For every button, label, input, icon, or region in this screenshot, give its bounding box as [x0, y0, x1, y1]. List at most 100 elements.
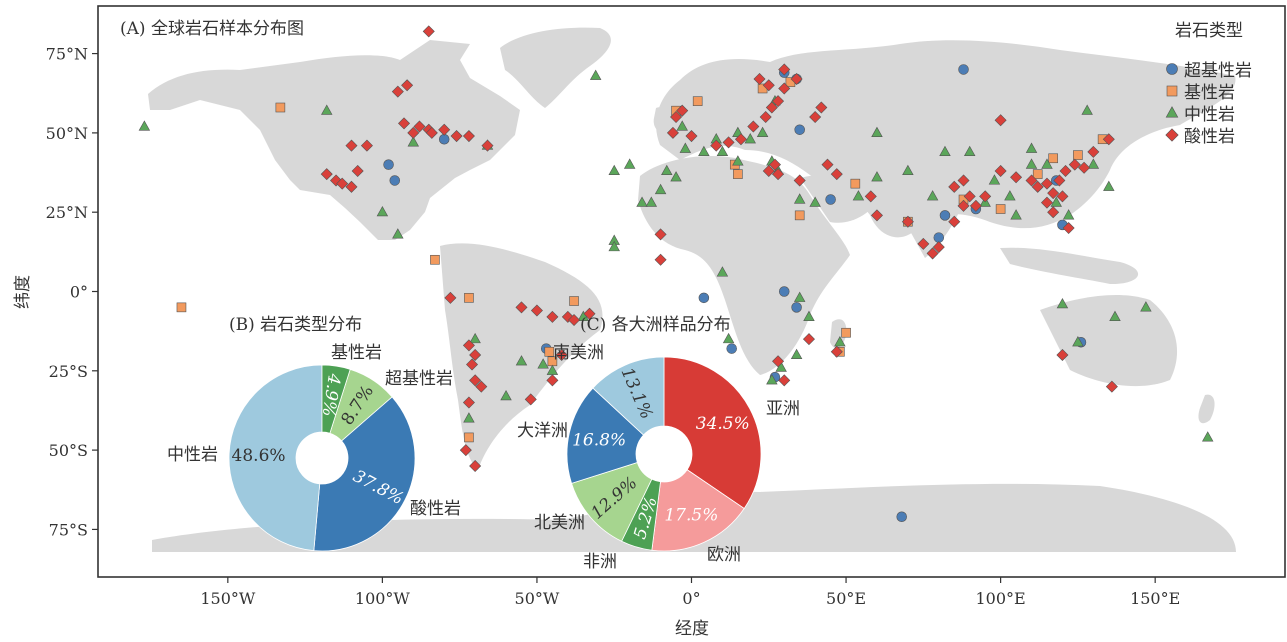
sample-point-diamond	[401, 79, 414, 92]
sample-point-diamond	[568, 314, 581, 327]
sample-point-diamond	[654, 253, 667, 266]
pie-category-label: 基性岩	[331, 343, 382, 363]
sample-point-diamond	[734, 133, 747, 146]
pie-category-label: 中性岩	[167, 445, 218, 465]
pie-percent-label: 34.5%	[696, 414, 750, 434]
sample-point-diamond	[979, 190, 992, 203]
sample-point-diamond	[481, 139, 494, 152]
sample-point-diamond	[809, 111, 822, 124]
sample-point-diamond	[870, 209, 883, 222]
sample-point-square	[1048, 153, 1058, 164]
sample-point-diamond	[345, 180, 358, 193]
sample-point-circle	[896, 511, 907, 522]
sample-point-diamond	[722, 136, 735, 149]
legend-marker-square	[1166, 85, 1178, 97]
sample-point-diamond	[948, 180, 961, 193]
sample-point-diamond	[462, 396, 475, 409]
map-title: (A) 全球岩石样本分布图	[120, 19, 304, 39]
sample-point-triangle	[500, 389, 512, 401]
sample-point-diamond	[772, 355, 785, 368]
pie-c-title: (C) 各大洲样品分布	[580, 315, 731, 335]
sample-point-square	[569, 296, 579, 306]
pie-category-label: 欧洲	[707, 545, 741, 565]
sample-point-diamond	[561, 310, 574, 323]
sample-point-triangle	[1081, 104, 1093, 115]
sample-point-triangle	[1004, 190, 1016, 201]
sample-point-square	[430, 254, 440, 265]
sample-point-diamond	[450, 130, 463, 143]
legend-marker-triangle	[1165, 106, 1179, 118]
sample-point-diamond	[1010, 171, 1023, 184]
landmass-indonesia	[1000, 247, 1139, 285]
sample-point-diamond	[422, 25, 435, 38]
sample-point-triangle	[926, 190, 939, 201]
sample-point-diamond	[778, 374, 791, 387]
sample-point-triangle	[716, 266, 729, 277]
y-tick-label: 0°	[70, 283, 88, 302]
sample-point-triangle	[469, 332, 481, 344]
sample-point-triangle	[654, 183, 667, 195]
sample-point-triangle	[790, 348, 803, 360]
sample-point-triangle	[407, 136, 420, 147]
sample-point-triangle	[1201, 431, 1214, 442]
sample-point-diamond	[1056, 348, 1069, 361]
landmass-north-america	[148, 40, 520, 240]
x-tick-label: 150°E	[1130, 589, 1180, 608]
sample-point-diamond	[948, 215, 961, 228]
sample-point-diamond	[994, 114, 1007, 127]
sample-point-triangle	[1087, 158, 1100, 169]
sample-point-diamond	[901, 215, 914, 228]
sample-point-triangle	[766, 374, 778, 385]
legend-title: 岩石类型	[1175, 21, 1243, 41]
sample-point-diamond	[407, 126, 420, 139]
sample-point-circle	[383, 159, 394, 170]
sample-point-triangle	[902, 164, 914, 176]
pie-category-label: 超基性岩	[385, 369, 453, 389]
x-tick-label: 100°E	[976, 589, 1026, 608]
sample-point-triangle	[1041, 158, 1053, 169]
legend-label: 酸性岩	[1184, 127, 1235, 147]
sample-point-diamond	[802, 333, 815, 346]
sample-point-diamond	[555, 348, 568, 361]
sample-point-triangle	[1010, 209, 1022, 220]
sample-point-diamond	[917, 237, 930, 250]
sample-point-diamond	[747, 120, 760, 133]
sample-point-diamond	[546, 310, 559, 323]
sample-point-triangle	[1062, 209, 1075, 220]
landmass-eurasia	[656, 40, 1236, 238]
sample-point-diamond	[466, 358, 479, 371]
sample-point-square	[275, 102, 286, 113]
x-tick-label: 0°	[682, 589, 700, 608]
sample-point-diamond	[753, 72, 766, 85]
sample-point-diamond	[1047, 206, 1060, 219]
sample-point-diamond	[768, 158, 781, 171]
landmass-australia	[1040, 295, 1178, 387]
landmass-new-zealand	[1198, 394, 1215, 424]
pie-continents: (C) 各大洲样品分布 34.5%亚洲17.5%欧洲5.2%非洲12.9%北美洲…	[517, 315, 800, 572]
sample-point-triangle	[321, 104, 333, 115]
x-tick-label: 100°W	[355, 589, 411, 608]
sample-point-square	[841, 327, 851, 338]
pie-category-label: 非洲	[583, 552, 617, 572]
sample-point-triangle	[793, 193, 806, 204]
sample-point-triangle	[392, 228, 404, 239]
sample-point-diamond	[1087, 145, 1100, 158]
sample-point-triangle	[661, 164, 673, 176]
pie-category-label: 酸性岩	[410, 499, 461, 519]
sample-point-diamond	[1062, 222, 1075, 235]
sample-point-diamond	[469, 348, 482, 361]
pie-slice	[313, 396, 416, 552]
landmass-uk	[653, 107, 670, 134]
sample-point-diamond	[778, 63, 791, 76]
legend-marker-circle	[1166, 63, 1178, 75]
x-tick-label: 50°E	[826, 589, 866, 608]
sample-point-triangle	[732, 155, 744, 166]
sample-point-triangle	[537, 358, 549, 369]
sample-point-circle	[825, 194, 836, 205]
sample-point-triangle	[1056, 297, 1069, 309]
pie-slice	[592, 356, 665, 436]
sample-point-triangle	[676, 120, 688, 131]
sample-point-diamond	[475, 380, 488, 393]
sample-point-diamond	[969, 199, 982, 212]
sample-point-diamond	[1040, 196, 1053, 209]
